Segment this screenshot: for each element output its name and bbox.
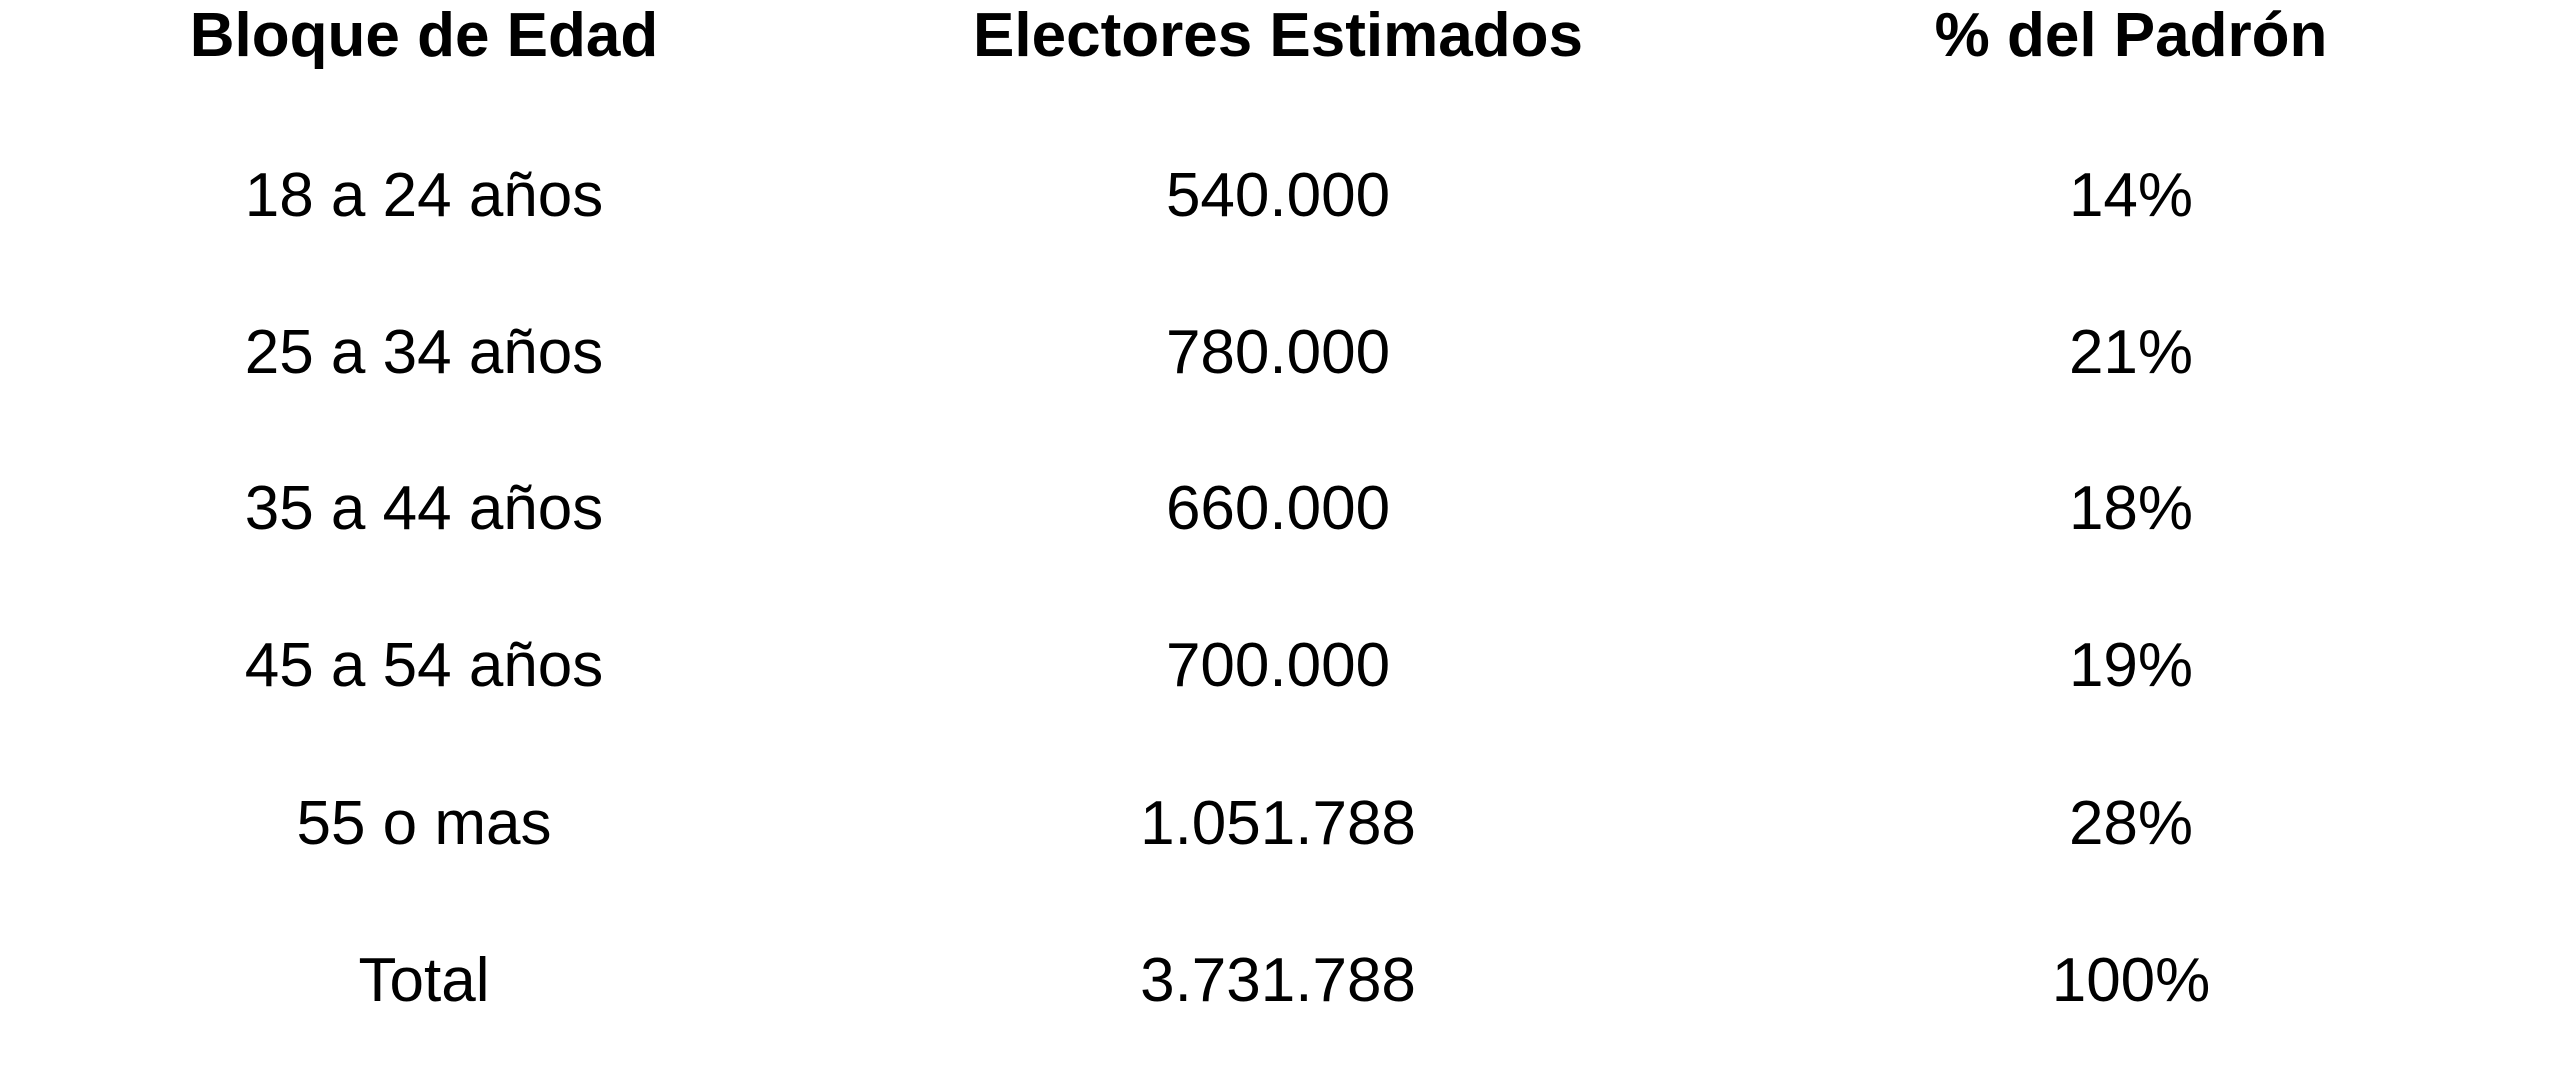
table-cell: 780.000 — [1165, 318, 1391, 387]
table-cell: 18 a 24 años — [244, 161, 604, 230]
table-cell: 100% — [2051, 946, 2211, 1015]
table-cell: 28% — [2068, 789, 2194, 858]
table-cell: 540.000 — [1165, 161, 1391, 230]
header-cell: Electores Estimados — [973, 1, 1583, 70]
header-cell: Bloque de Edad — [189, 1, 659, 70]
table-cell: 14% — [2068, 161, 2194, 230]
table-cell: 700.000 — [1165, 631, 1391, 700]
table-cell: 21% — [2068, 318, 2194, 387]
table-cell: 18% — [2068, 474, 2194, 543]
table-cell: 1.051.788 — [1140, 789, 1416, 858]
table-cell: 3.731.788 — [1140, 946, 1416, 1015]
table-cell: 55 o mas — [296, 789, 552, 858]
table-cell: 45 a 54 años — [244, 631, 604, 700]
table-cell: 660.000 — [1165, 474, 1391, 543]
table-cell: 19% — [2068, 631, 2194, 700]
table-cell: 25 a 34 años — [244, 318, 604, 387]
table-cell: Total — [358, 946, 490, 1015]
header-cell: % del Padrón — [1934, 1, 2328, 70]
table-cell: 35 a 44 años — [244, 474, 604, 543]
